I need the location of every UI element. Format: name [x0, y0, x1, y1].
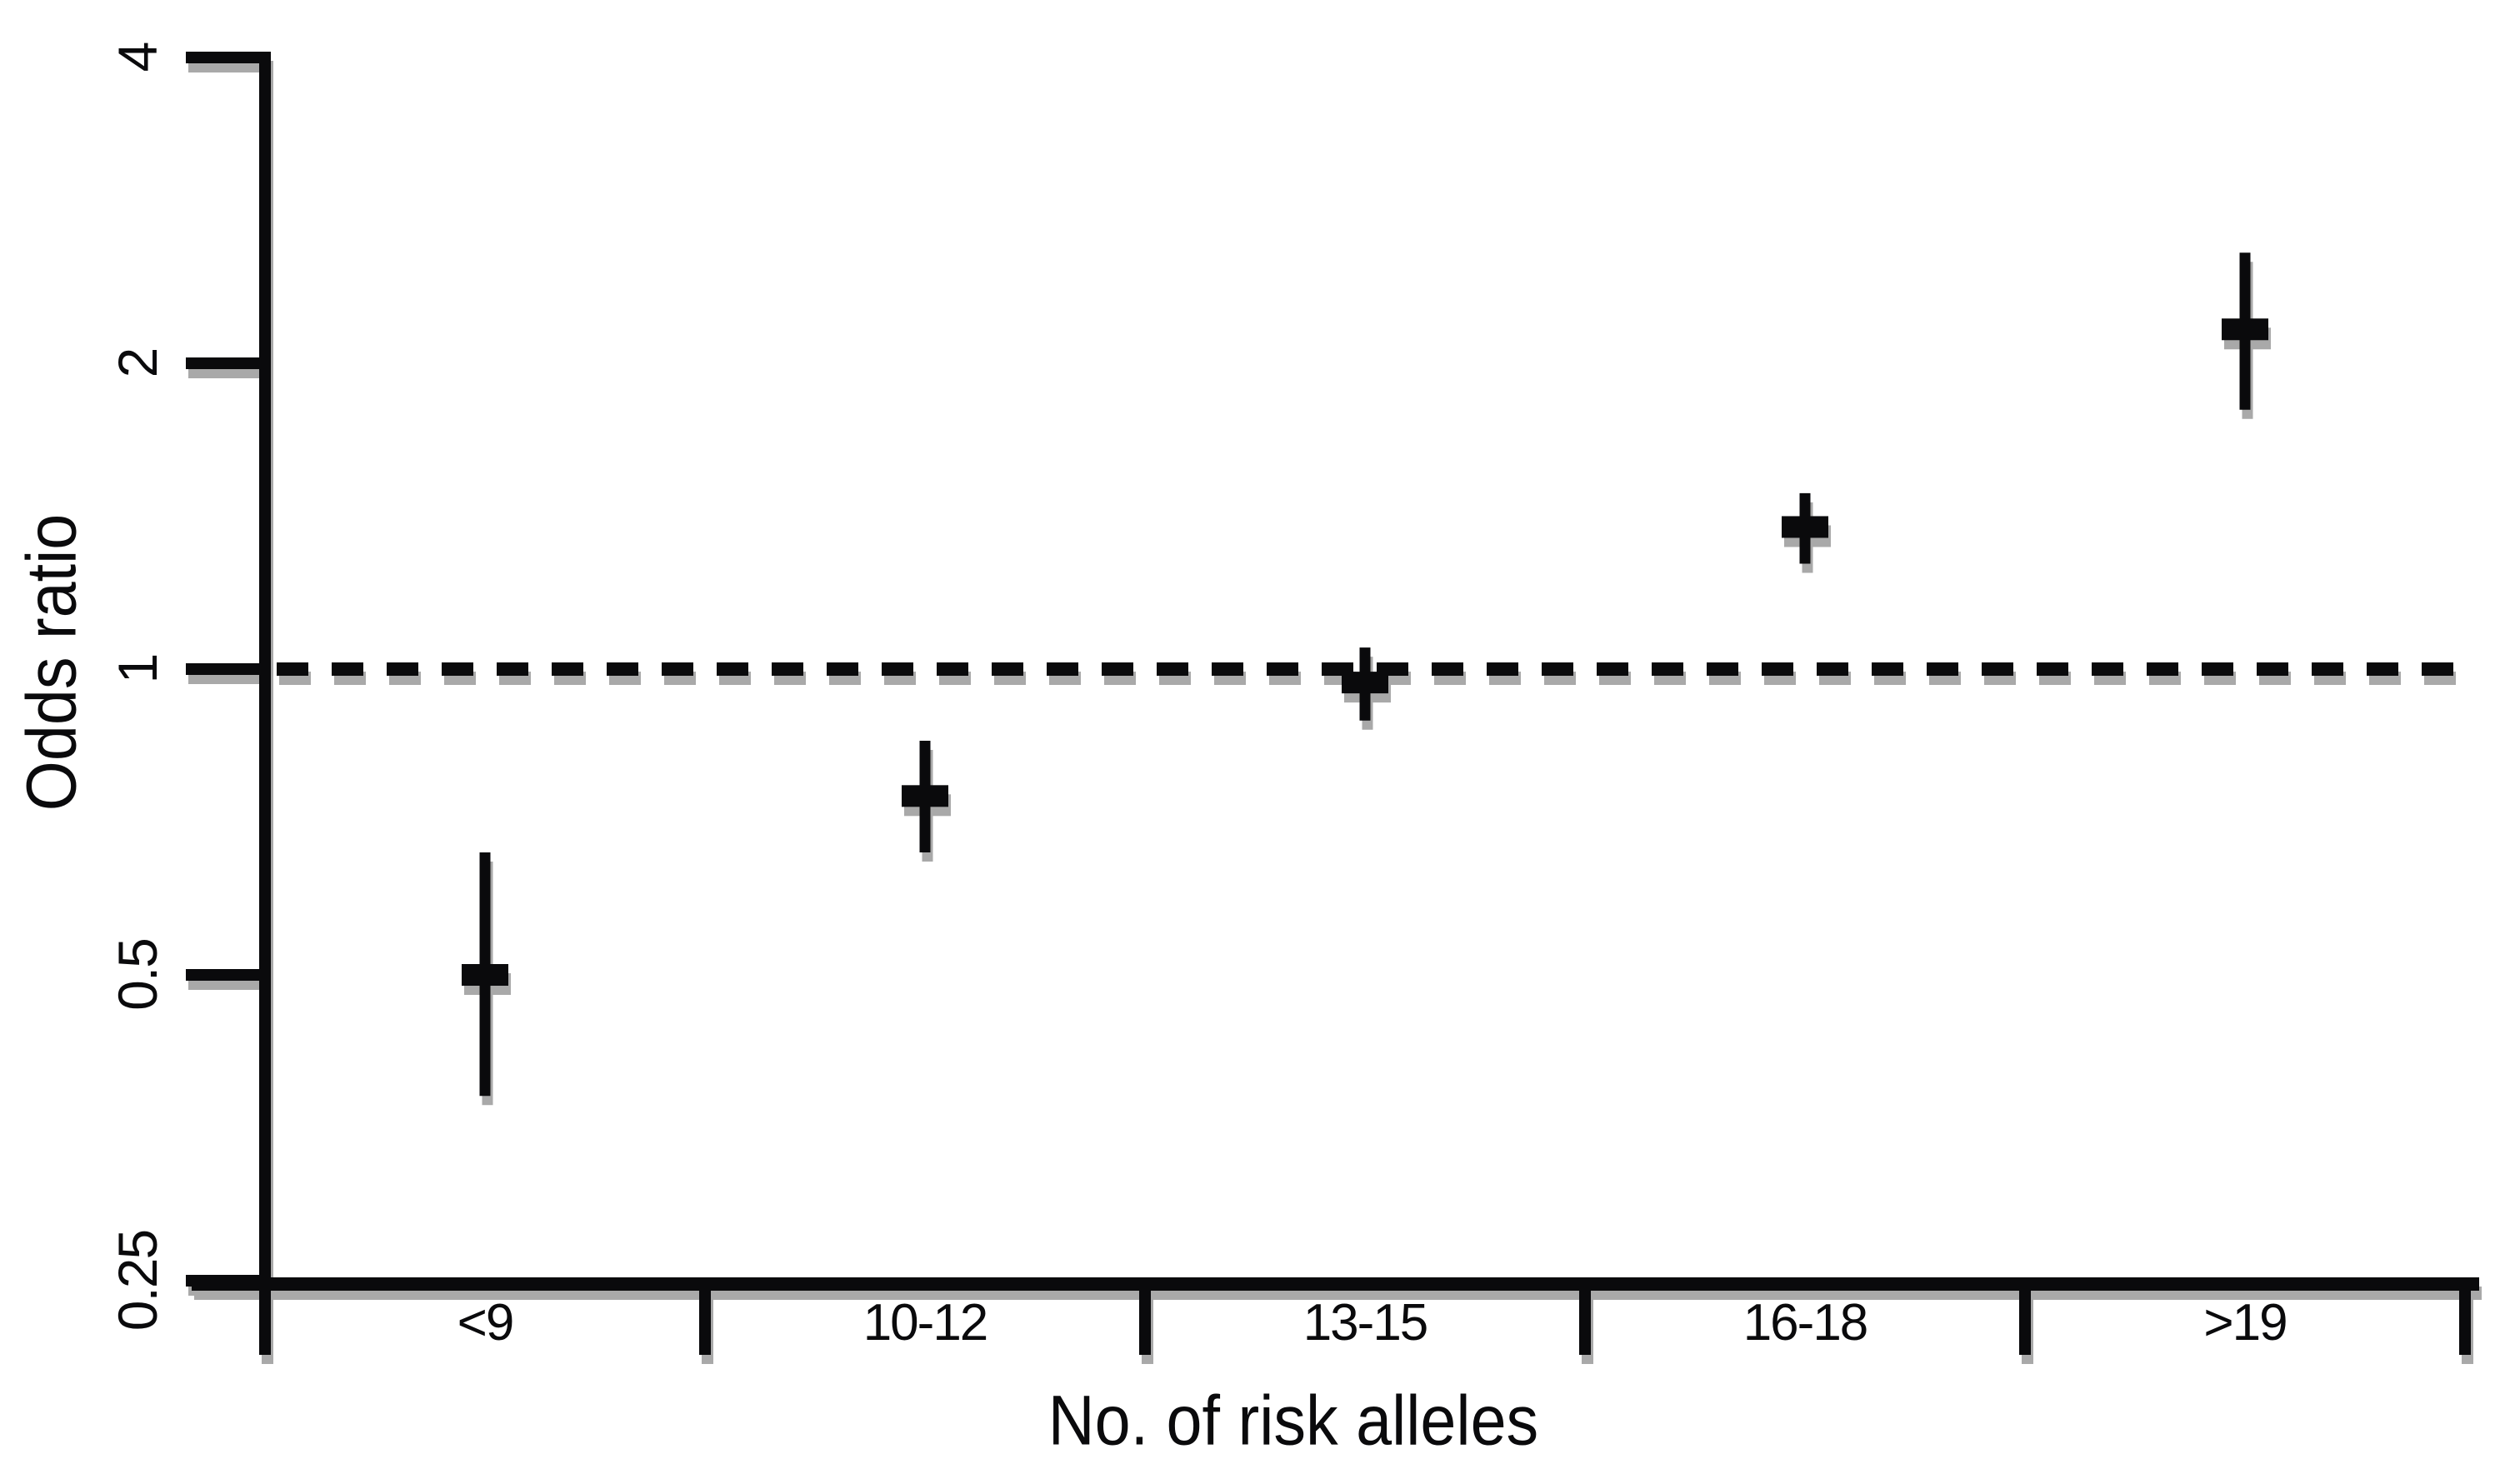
x-tick: [1579, 1277, 1591, 1355]
or-marker: [1782, 516, 1828, 538]
y-tick-label: 0.25: [107, 1231, 168, 1331]
x-category-label: 13-15: [1303, 1294, 1428, 1352]
or-marker: [902, 785, 948, 807]
y-tick-label: 1: [107, 655, 168, 684]
y-tick: [186, 969, 265, 981]
x-tick: [2019, 1277, 2031, 1355]
or-marker: [462, 964, 508, 986]
x-category-label: <9: [458, 1294, 513, 1352]
x-tick: [2459, 1277, 2471, 1355]
x-category-label: 16-18: [1743, 1294, 1868, 1352]
or-marker: [2222, 318, 2268, 341]
x-axis-title: No. of risk alleles: [1048, 1381, 1539, 1460]
x-axis-line: [192, 1277, 2479, 1291]
y-tick-label: 0.5: [107, 939, 168, 1011]
x-tick: [699, 1277, 711, 1355]
y-axis-spine: [259, 52, 271, 1355]
x-category-label: 10-12: [863, 1294, 988, 1352]
x-tick: [259, 1277, 271, 1355]
y-tick: [186, 357, 265, 369]
chart-text: 4 2 1 0.5 0.25 <9 10-12 13-15 16-18 >19: [107, 42, 2288, 1352]
y-tick-label: 2: [107, 349, 168, 378]
chart-ink: [186, 52, 2479, 1355]
x-tick: [1139, 1277, 1151, 1355]
or-marker: [1342, 672, 1388, 694]
y-tick: [186, 663, 265, 675]
x-category-label: >19: [2203, 1294, 2286, 1352]
y-tick: [186, 52, 265, 63]
y-tick-label: 4: [107, 42, 168, 72]
